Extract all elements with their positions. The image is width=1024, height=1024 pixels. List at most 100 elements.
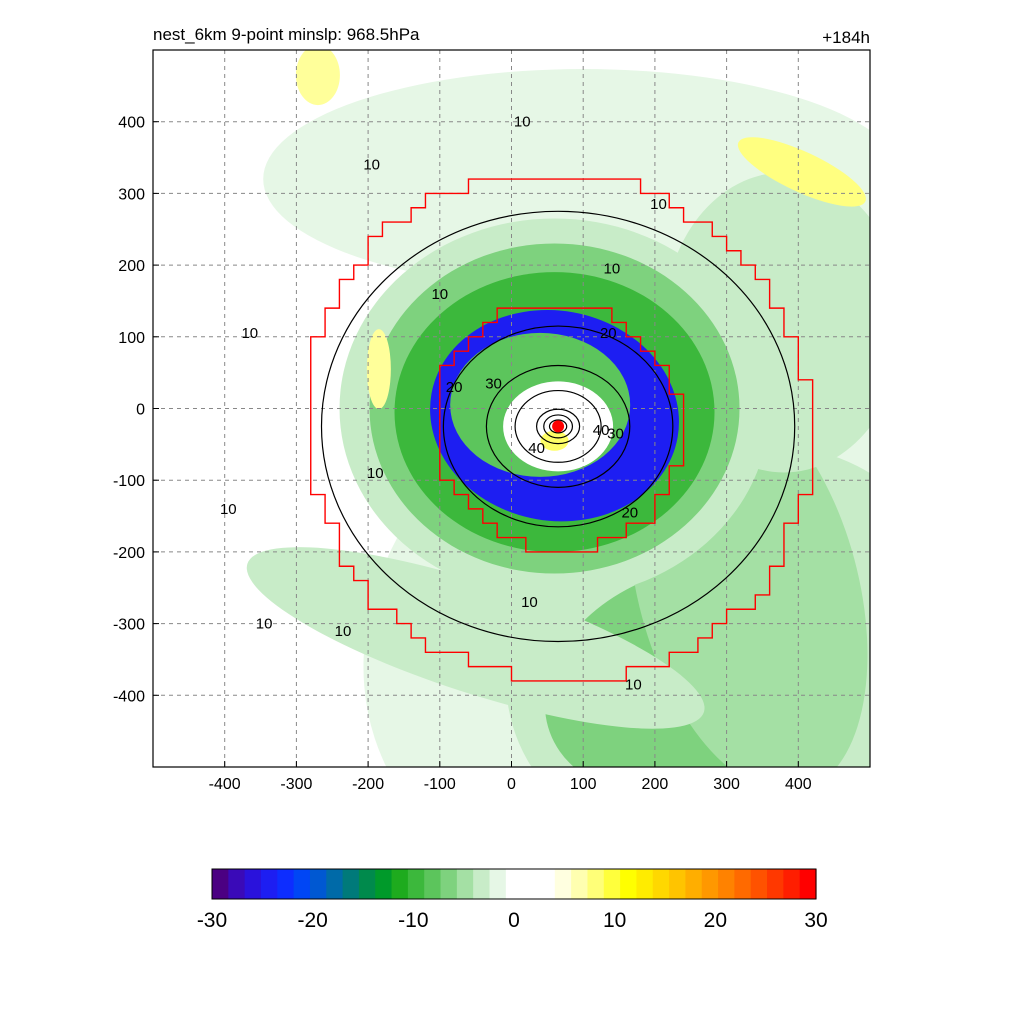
chart-title: nest_6km 9-point minslp: 968.5hPa (153, 25, 420, 44)
x-tick-label-7: 300 (713, 776, 740, 793)
nest-boundary-inner (439, 307, 685, 553)
y-tick-label-6: -200 (113, 545, 145, 562)
colorbar-tick-label-4: 10 (603, 909, 626, 932)
x-tick-label-2: -200 (352, 776, 384, 793)
contour-label-14: 20 (621, 504, 638, 521)
x-tick-label-3: -100 (424, 776, 456, 793)
colorbar-swatch-18 (505, 869, 523, 899)
y-tick-label-7: -300 (113, 617, 145, 634)
colorbar-swatch-17 (489, 869, 507, 899)
colorbar-swatch-33 (750, 869, 768, 899)
contour-label-18: 40 (528, 440, 545, 457)
colorbar-swatch-36 (799, 869, 817, 899)
contour-label-15: 30 (485, 375, 502, 392)
contour-label-4: 10 (431, 286, 448, 303)
contour-label-2: 10 (650, 196, 667, 213)
contour-ring-5 (543, 414, 574, 439)
contour-ring-2 (485, 364, 631, 488)
storm-center-marker (552, 420, 565, 433)
contour-label-6: 10 (367, 465, 384, 482)
contour-label-11: 10 (625, 677, 642, 694)
contour-label-1: 10 (363, 157, 380, 174)
colorbar-tick-label-1: -20 (297, 909, 327, 932)
colorbar-frame (211, 868, 817, 900)
contour-label-10: 10 (521, 594, 538, 611)
colorbar-swatch-13 (424, 869, 442, 899)
contour-lines (320, 210, 796, 643)
nest-boundaries (310, 178, 814, 682)
colorbar-swatch-5 (293, 869, 311, 899)
y-tick-label-5: -100 (113, 473, 145, 490)
x-tick-label-1: -300 (280, 776, 312, 793)
colorbar (211, 868, 817, 900)
contour-label-0: 10 (514, 114, 531, 131)
y-tick-label-4: 0 (136, 402, 145, 419)
contour-ring-3 (514, 389, 602, 463)
colorbar-tick-label-3: 0 (508, 909, 520, 932)
contour-label-3: 10 (604, 261, 621, 278)
colorbar-swatch-25 (620, 869, 638, 899)
y-tick-label-2: 200 (118, 258, 145, 275)
y-tick-label-1: 300 (118, 186, 145, 203)
colorbar-ticks: -30 -20 -10 0 10 20 30 (197, 909, 828, 932)
colorbar-tick-label-6: 30 (804, 909, 827, 932)
colorbar-swatch-0 (212, 869, 229, 899)
colorbar-swatch-16 (473, 869, 491, 899)
colorbar-swatch-6 (309, 869, 327, 899)
x-tick-label-8: 400 (785, 776, 812, 793)
colorbar-swatch-10 (375, 869, 393, 899)
colorbar-swatch-26 (636, 869, 654, 899)
colorbar-swatch-24 (603, 869, 621, 899)
colorbar-swatch-15 (456, 869, 474, 899)
colorbar-swatch-30 (701, 869, 719, 899)
colorbar-swatch-27 (652, 869, 670, 899)
colorbar-swatch-28 (669, 869, 687, 899)
colorbar-swatch-29 (685, 869, 703, 899)
contour-label-8: 10 (256, 616, 273, 633)
wind-shading (246, 50, 870, 767)
colorbar-swatch-23 (587, 869, 605, 899)
colorbar-swatch-1 (228, 869, 246, 899)
contour-label-12: 20 (600, 325, 617, 342)
colorbar-tick-label-5: 20 (704, 909, 727, 932)
contour-ring-4 (535, 408, 581, 445)
x-tick-label-5: 100 (570, 776, 597, 793)
colorbar-tick-label-0: -30 (197, 909, 227, 932)
colorbar-swatch-7 (326, 869, 344, 899)
contour-ring-6 (548, 419, 568, 434)
y-axis-ticks: 400 300 200 100 0 -100 -200 -300 -400 (113, 115, 159, 705)
forecast-hour-label: +184h (822, 28, 870, 47)
colorbar-swatch-8 (342, 869, 360, 899)
contour-label-13: 20 (446, 379, 463, 396)
x-axis-ticks: -400 -300 -200 -100 0 100 200 300 400 (209, 761, 812, 793)
nest-boundary-outer (310, 178, 814, 682)
contour-label-17: 40 (593, 422, 610, 439)
x-tick-label-4: 0 (507, 776, 516, 793)
colorbar-swatch-34 (767, 869, 784, 899)
contour-label-9: 10 (335, 623, 352, 640)
colorbar-tick-label-2: -10 (398, 909, 428, 932)
x-tick-label-6: 200 (642, 776, 669, 793)
contour-label-7: 10 (220, 501, 237, 518)
colorbar-swatch-32 (734, 869, 752, 899)
colorbar-swatch-3 (260, 869, 278, 899)
shade-pos-north (295, 50, 340, 106)
colorbar-swatch-19 (522, 869, 540, 899)
colorbar-swatch-22 (571, 869, 589, 899)
shade-pos-west (366, 329, 391, 410)
colorbar-swatch-35 (783, 869, 801, 899)
contour-label-5: 10 (241, 325, 258, 342)
colorbar-swatch-20 (538, 869, 556, 899)
x-tick-label-0: -400 (209, 776, 241, 793)
colorbar-swatch-21 (554, 869, 572, 899)
colorbar-swatch-14 (440, 869, 458, 899)
colorbar-swatch-9 (358, 869, 376, 899)
y-tick-label-3: 100 (118, 330, 145, 347)
colorbar-swatch-2 (244, 869, 262, 899)
colorbar-swatch-11 (391, 869, 409, 899)
colorbar-swatch-31 (718, 869, 735, 899)
shade-spiral-southwest (246, 547, 705, 729)
y-tick-label-8: -400 (113, 688, 145, 705)
